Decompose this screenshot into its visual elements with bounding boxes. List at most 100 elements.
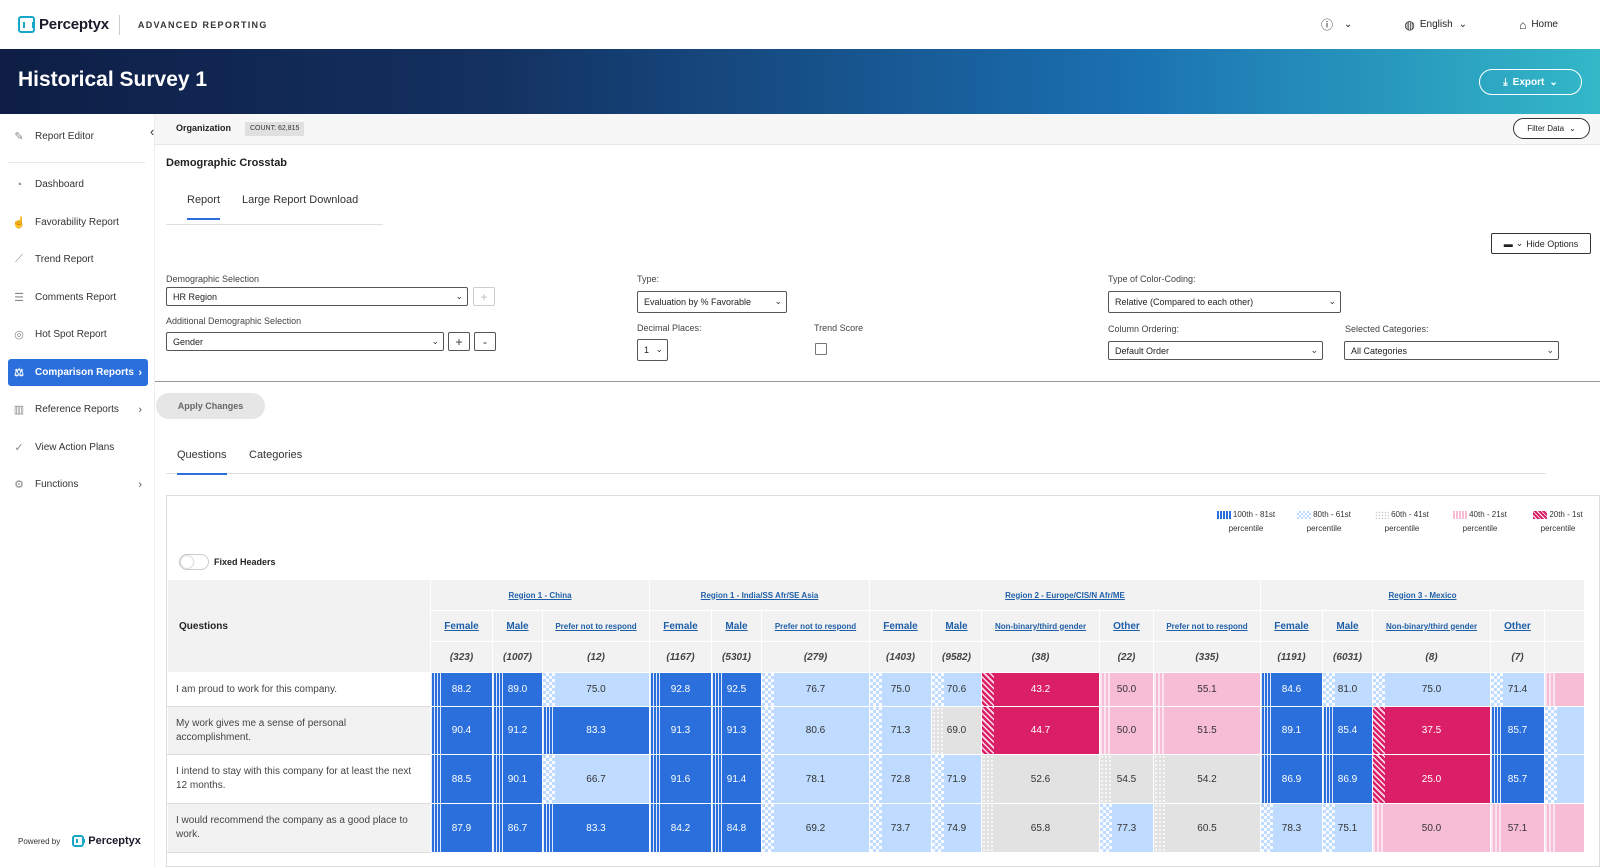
language-menu[interactable]: ◍ English ⌄ — [1404, 18, 1467, 32]
apply-changes-button[interactable]: Apply Changes — [156, 393, 265, 419]
sidebar-item-comments-report[interactable]: ☰ Comments Report — [8, 284, 148, 311]
column-sort-link[interactable]: Prefer not to respond — [1166, 621, 1248, 631]
add-additional-demographic-button[interactable]: + — [448, 332, 470, 351]
sidebar-item-view-action-plans[interactable]: ✓ View Action Plans — [8, 434, 148, 461]
fixed-headers-toggle[interactable] — [179, 554, 209, 570]
plus-icon: + — [455, 334, 463, 349]
score-cell: 77.3 — [1099, 803, 1154, 853]
chevron-down-icon: ⌄ — [655, 344, 663, 354]
sidebar-item-reference-reports[interactable]: ▥ Reference Reports › — [8, 396, 148, 423]
column-sort-link[interactable]: Male — [506, 620, 529, 632]
sidebar-item-favorability-report[interactable]: ☝ Favorability Report — [8, 209, 148, 236]
score-value: 91.4 — [726, 773, 747, 785]
score-value: 50.0 — [1421, 822, 1442, 834]
tab-questions[interactable]: Questions — [177, 449, 227, 475]
export-button[interactable]: ⤓ Export ⌄ — [1479, 69, 1582, 95]
region-link[interactable]: Region 1 - China — [508, 590, 572, 600]
score-cell: 50.0 — [1372, 803, 1491, 853]
column-count: (1191) — [1260, 641, 1323, 673]
page-title: Historical Survey 1 — [18, 68, 208, 91]
column-sort-link[interactable]: Prefer not to respond — [555, 621, 637, 631]
column-sort-link[interactable]: Non-binary/third gender — [1385, 621, 1478, 631]
powered-by: Powered by Perceptyx — [18, 835, 141, 847]
score-value: 55.1 — [1197, 684, 1217, 695]
region-link[interactable]: Region 3 - Mexico — [1388, 590, 1457, 600]
score-value: 77.3 — [1116, 822, 1137, 834]
column-sort-link[interactable]: Female — [444, 620, 479, 632]
home-label: Home — [1531, 19, 1558, 30]
score-value: 84.6 — [1281, 684, 1302, 695]
tab-large-report-download[interactable]: Large Report Download — [242, 194, 359, 206]
perceptyx-logo[interactable]: Perceptyx — [18, 16, 109, 33]
region-link[interactable]: Region 2 - Europe/CIS/N Afr/ME — [1005, 590, 1125, 600]
tab-report[interactable]: Report — [187, 194, 221, 220]
region-link[interactable]: Region 1 - India/SS Afr/SE Asia — [700, 590, 819, 600]
additional-demographic-select[interactable]: Gender ⌄ — [166, 332, 444, 351]
score-value: 44.7 — [1030, 725, 1051, 736]
column-sort-link[interactable]: Female — [663, 620, 698, 632]
legend-range: 80th - 61st — [1313, 510, 1351, 519]
collapse-sidebar-icon[interactable]: ‹ — [150, 124, 155, 139]
score-value: 92.8 — [670, 684, 691, 695]
score-value: 80.6 — [805, 725, 826, 736]
score-cell: 78.3 — [1260, 803, 1323, 853]
score-cell: 91.4 — [711, 754, 762, 804]
logo-text: Perceptyx — [39, 16, 109, 33]
column-sort-link[interactable]: Male — [1336, 620, 1359, 632]
type-select[interactable]: Evaluation by % Favorable ⌄ — [637, 291, 787, 313]
sidebar-item-trend-report[interactable]: ⟋ Trend Report — [8, 246, 148, 273]
score-value: 65.8 — [1030, 822, 1051, 834]
language-label: English — [1419, 19, 1453, 30]
column-header: Female — [869, 610, 932, 642]
trend-score-checkbox[interactable] — [815, 343, 827, 355]
color-coding-select[interactable]: Relative (Compared to each other) ⌄ — [1108, 291, 1341, 313]
selected-categories-value: All Categories — [1351, 345, 1408, 356]
options-divider — [155, 381, 1600, 382]
filter-data-button[interactable]: Filter Data ⌄ — [1513, 118, 1590, 139]
tab-categories[interactable]: Categories — [249, 449, 303, 461]
sidebar-item-dashboard[interactable]: ◔ Dashboard — [8, 171, 148, 198]
home-link[interactable]: ⌂ Home — [1519, 18, 1558, 32]
help-menu[interactable]: ⓘ ⌄ — [1321, 16, 1352, 33]
legend-item: 80th - 61st percentile — [1285, 508, 1363, 536]
score-value: 66.7 — [586, 773, 606, 785]
score-cell: 84.6 — [1260, 672, 1323, 707]
decimal-places-select[interactable]: 1 ⌄ — [637, 339, 668, 361]
column-sort-link[interactable]: Male — [945, 620, 968, 632]
hide-options-button[interactable]: ▬ ⌄ Hide Options — [1491, 233, 1591, 254]
sidebar-item-report-editor[interactable]: ✎ Report Editor — [8, 123, 148, 150]
score-cell: 25.0 — [1372, 754, 1491, 804]
score-cell: 69.2 — [761, 803, 870, 853]
sidebar-item-functions[interactable]: ⚙ Functions › — [8, 471, 148, 498]
column-count: (12) — [542, 641, 650, 673]
score-cell: 90.1 — [492, 754, 543, 804]
score-cell: 74.9 — [931, 803, 982, 853]
demographic-select[interactable]: HR Region ⌄ — [166, 287, 468, 306]
region-header: Region 1 - India/SS Afr/SE Asia — [649, 579, 870, 611]
column-sort-link[interactable]: Male — [725, 620, 748, 632]
score-cell: 60.5 — [1153, 803, 1261, 853]
column-sort-link[interactable]: Non-binary/third gender — [994, 621, 1087, 631]
column-sort-link[interactable]: Other — [1113, 620, 1140, 632]
column-sort-link[interactable]: Prefer not to respond — [774, 621, 857, 631]
legend-swatch — [1216, 510, 1231, 519]
sidebar-item-hot-spot-report[interactable]: ◎ Hot Spot Report — [8, 321, 148, 348]
column-ordering-select[interactable]: Default Order ⌄ — [1108, 341, 1323, 360]
add-demographic-button[interactable]: + — [473, 287, 495, 306]
column-header: Non-binary/third gender — [981, 610, 1100, 642]
score-cell: 52.6 — [981, 754, 1100, 804]
trend-score-label: Trend Score — [814, 323, 864, 333]
score-value: 73.7 — [890, 822, 911, 834]
score-cell: 90.4 — [430, 706, 493, 755]
score-value: 78.1 — [805, 773, 826, 785]
selected-categories-select[interactable]: All Categories ⌄ — [1344, 341, 1559, 360]
score-cell — [1544, 672, 1585, 707]
column-sort-link[interactable]: Other — [1504, 620, 1531, 632]
sidebar-item-comparison-reports[interactable]: ⚖ Comparison Reports › — [8, 359, 148, 386]
column-sort-link[interactable]: Female — [1274, 620, 1309, 632]
sidebar-item-label: Functions — [35, 479, 79, 490]
column-sort-link[interactable]: Female — [883, 620, 918, 632]
sidebar-item-label: Hot Spot Report — [35, 329, 107, 340]
remove-additional-demographic-button[interactable]: - — [474, 332, 496, 351]
chevron-down-icon: ⌄ — [1328, 296, 1336, 306]
